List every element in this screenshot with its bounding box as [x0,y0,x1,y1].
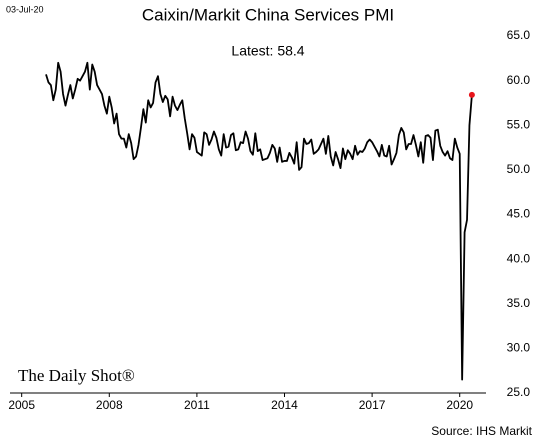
data-line [45,61,473,381]
date-stamp: 03-Jul-20 [6,4,44,14]
annotation: Latest: 58.4 [231,43,304,59]
source: Source: IHS Markit [431,424,532,438]
x-tick-label: 2014 [271,398,298,412]
x-tick-label: 2020 [446,398,473,412]
y-tick-label: 45.0 [507,207,531,221]
x-tick-label: 2008 [96,398,123,412]
watermark: The Daily Shot® [18,366,135,385]
x-tick-label: 2017 [359,398,386,412]
x-tick-label: 2005 [8,398,35,412]
chart-title: Caixin/Markit China Services PMI [142,5,394,24]
latest-point [468,91,475,98]
x-tick-label: 2011 [184,398,210,412]
y-tick-label: 25.0 [507,385,531,399]
y-tick-label: 65.0 [507,28,531,42]
y-tick-label: 50.0 [507,162,531,176]
y-tick-label: 30.0 [507,341,531,355]
y-tick-label: 60.0 [507,73,531,87]
y-tick-label: 35.0 [507,296,531,310]
y-tick-label: 40.0 [507,251,531,265]
y-tick-label: 55.0 [507,117,531,131]
